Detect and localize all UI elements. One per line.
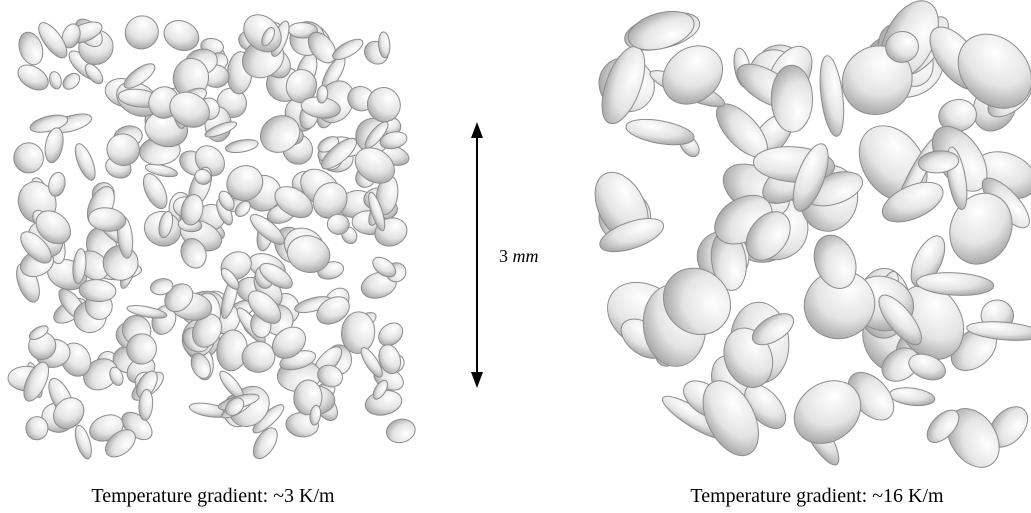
figure: 3 mm Temperature gradient: ~3 K/m Temper… (0, 0, 1031, 513)
grain (624, 115, 696, 149)
grain (888, 385, 935, 407)
grain (225, 137, 260, 154)
grain (48, 70, 63, 90)
scale-unit: mm (513, 246, 539, 266)
scale-bar: 3 mm (471, 122, 539, 388)
scale-label: 3 mm (499, 246, 539, 266)
grain (14, 143, 44, 173)
arrow-head (471, 372, 483, 388)
grain (78, 278, 116, 302)
page: 3 mm Temperature gradient: ~3 K/m Temper… (0, 0, 1031, 513)
grain (60, 70, 83, 92)
caption: Temperature gradient: ~16 K/m (690, 485, 944, 507)
grain (118, 9, 165, 56)
grain (771, 65, 813, 133)
microstructure-coarse (584, 0, 1031, 477)
scale-value: 3 (499, 246, 508, 266)
arrow-head (471, 122, 483, 138)
grain (26, 416, 49, 440)
grain (816, 54, 847, 137)
grain (71, 141, 99, 183)
caption: Temperature gradient: ~3 K/m (91, 485, 335, 507)
microstructure-fine (7, 7, 417, 462)
grain (384, 416, 418, 445)
